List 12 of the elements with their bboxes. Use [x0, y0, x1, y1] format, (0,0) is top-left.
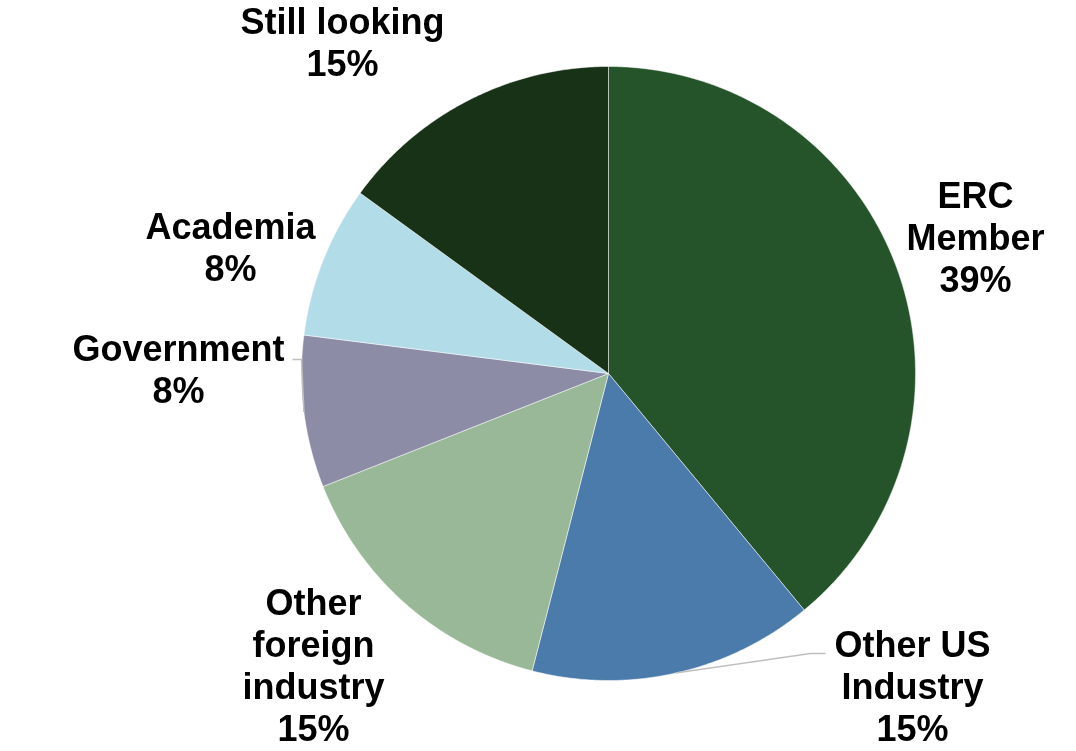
- slice-label: Government: [72, 328, 285, 370]
- data-label: 15%: [876, 707, 949, 749]
- slice-label: Still looking: [240, 1, 445, 43]
- data-label: 39%: [939, 258, 1012, 300]
- data-label: 15%: [277, 707, 350, 749]
- data-label: 8%: [204, 247, 257, 289]
- slice-label: Other US Industry: [834, 624, 991, 707]
- slice-label: Academia: [145, 206, 317, 248]
- data-label: 15%: [306, 42, 379, 84]
- slice-label: Other foreign industry: [242, 582, 385, 707]
- slice-label: ERC Member: [906, 175, 1045, 258]
- data-label: 8%: [152, 369, 205, 411]
